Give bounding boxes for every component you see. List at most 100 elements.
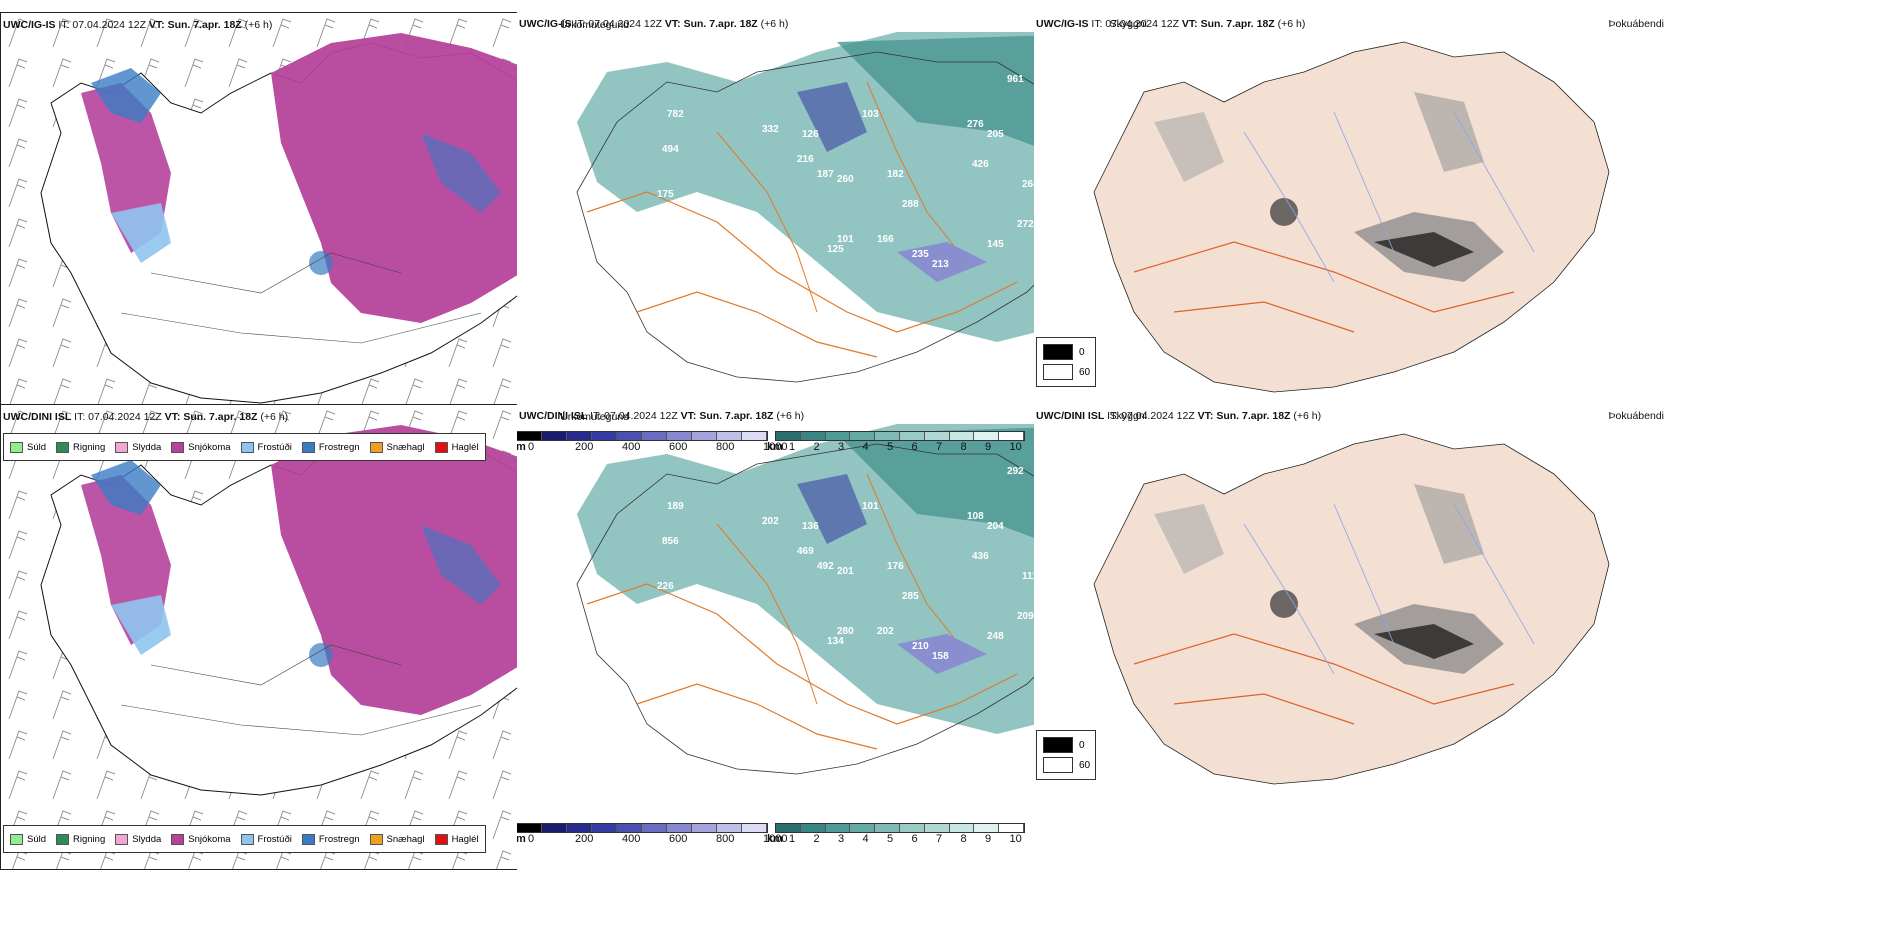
scale-swatch xyxy=(924,432,950,440)
visibility-label: 226 xyxy=(657,581,674,592)
visibility-label: 111 xyxy=(1022,571,1038,582)
fog-index-panel[interactable]: UWC/DINI ISL IT: 07.04.2024 12Z VT: Sun.… xyxy=(1034,404,1667,870)
legend-swatch xyxy=(10,441,23,453)
fog-legend-item: 0 xyxy=(1043,737,1085,753)
valid-time-label: VT: xyxy=(1181,18,1198,30)
scale-swatch xyxy=(899,432,925,440)
scale-swatch xyxy=(642,824,667,832)
fog-legend-label: 0 xyxy=(1079,739,1085,751)
scale-tick: 400 xyxy=(622,441,641,453)
legend-item: Frostregn xyxy=(301,833,360,845)
legend-label: Snjókoma xyxy=(188,441,231,453)
panel-header: UWC/IG-IS IT: 07.04.2024 12Z VT: Sun. 7.… xyxy=(3,19,272,31)
scale-swatch xyxy=(667,432,692,440)
fog-legend-label: 0 xyxy=(1079,346,1085,358)
model-name: UWC/DINI ISL xyxy=(1036,410,1105,422)
legend-label: Slydda xyxy=(132,833,162,845)
scale-swatch xyxy=(776,824,801,832)
legend-item: Frostúði xyxy=(240,833,292,845)
legend-swatch xyxy=(434,833,448,845)
fog-legend-top: 0 60 xyxy=(1036,337,1096,387)
visibility-label: 201 xyxy=(837,566,854,577)
scale-tick: 5 xyxy=(887,441,894,453)
model-name: UWC/DINI ISL xyxy=(3,411,72,423)
panel-header: UWC/IG-IS IT: 07.04.2024 12Z VT: Sun. 7.… xyxy=(519,18,788,30)
panel-title-visibility: Skyggni xyxy=(1109,18,1147,30)
scale-tick: 1 xyxy=(789,441,796,453)
model-name: UWC/IG-IS xyxy=(1036,18,1089,30)
init-time: IT: 07.04.2024 12Z xyxy=(574,18,662,30)
lead-time: (+6 h) xyxy=(776,410,805,422)
scale-swatch xyxy=(742,432,767,440)
lead-time: (+6 h) xyxy=(1293,410,1322,422)
visibility-label: 288 xyxy=(902,199,919,210)
legend-item: Slydda xyxy=(115,833,162,845)
visibility-label: 202 xyxy=(762,516,779,527)
scale-swatch xyxy=(567,824,592,832)
visibility-label: 216 xyxy=(797,154,814,165)
visibility-label: 292 xyxy=(1007,466,1024,477)
fog-map xyxy=(1093,433,1610,785)
legend-item: Haglél xyxy=(434,833,479,845)
fog-map xyxy=(1093,41,1610,393)
scale-tick: 10 xyxy=(1009,833,1022,845)
scale-swatch xyxy=(717,432,742,440)
panel-header: UWC/IG-IS IT: 07.04.2024 12Z VT: Sun. 7.… xyxy=(1036,18,1305,30)
visibility-label: 436 xyxy=(972,551,989,562)
legend-label: Frostregn xyxy=(318,833,360,845)
scale-tick: 5 xyxy=(887,833,894,845)
scale-swatch xyxy=(617,824,642,832)
legend-label: Frostúði xyxy=(257,441,292,453)
visibility-label: 272 xyxy=(1017,219,1034,230)
legend-label: Frostúði xyxy=(257,833,292,845)
scale-swatch xyxy=(949,432,975,440)
visibility-label: 204 xyxy=(987,521,1004,532)
valid-time-label: VT: xyxy=(148,19,165,31)
scale-swatch xyxy=(592,432,617,440)
visibility-label: 260 xyxy=(837,174,854,185)
panel-header: UWC/DINI ISL IT: 07.04.2024 12Z VT: Sun.… xyxy=(3,411,288,423)
fog-legend-swatch xyxy=(1043,344,1073,360)
valid-time: Sun. 7.apr. 18Z xyxy=(183,411,258,423)
visibility-label: 235 xyxy=(912,249,929,260)
fog-index-panel[interactable]: UWC/IG-IS IT: 07.04.2024 12Z VT: Sun. 7.… xyxy=(1034,12,1667,478)
scale-swatch xyxy=(717,824,742,832)
legend-label: Slydda xyxy=(132,441,162,453)
model-name: UWC/IG-IS xyxy=(3,19,56,31)
visibility-label: 101 xyxy=(862,501,879,512)
fog-legend-label: 60 xyxy=(1079,366,1091,378)
visibility-label: 187 xyxy=(817,169,834,180)
valid-time-label: VT: xyxy=(164,411,181,423)
visibility-label: 175 xyxy=(657,189,674,200)
visibility-label: 158 xyxy=(932,651,949,662)
visibility-label: 101 xyxy=(837,234,854,245)
legend-swatch xyxy=(56,833,70,845)
visibility-label: 209 xyxy=(1017,611,1034,622)
scale-tick: 4 xyxy=(862,441,869,453)
scale-tick: 1 xyxy=(789,833,796,845)
visibility-label: 248 xyxy=(987,631,1004,642)
legend-swatch xyxy=(10,833,23,845)
fog-legend-swatch xyxy=(1043,364,1073,380)
fog-legend-item: 60 xyxy=(1043,364,1090,380)
init-time: IT: 07.04.2024 12Z xyxy=(590,410,678,422)
lead-time: (+6 h) xyxy=(244,19,273,31)
visibility-label: 494 xyxy=(662,144,679,155)
valid-time-label: VT: xyxy=(1197,410,1214,422)
scale-tick: 2 xyxy=(813,441,820,453)
legend-label: Snjókoma xyxy=(188,833,231,845)
scale-tick: 400 xyxy=(622,833,641,845)
legend-item: Frostregn xyxy=(301,441,360,453)
legend-swatch xyxy=(56,441,70,453)
visibility-label: 280 xyxy=(837,626,854,637)
fog-legend-item: 60 xyxy=(1043,757,1090,773)
scale-tick: 800 xyxy=(716,833,735,845)
scale-swatch xyxy=(692,824,717,832)
lead-time: (+6 h) xyxy=(1277,18,1306,30)
init-time: IT: 07.04.2024 12Z xyxy=(74,411,162,423)
scale-swatch xyxy=(899,824,925,832)
scale-swatch xyxy=(800,824,826,832)
scale-swatch xyxy=(517,432,542,440)
lead-time: (+6 h) xyxy=(260,411,289,423)
panel-title-fog: Þokuábendi xyxy=(1608,410,1664,422)
